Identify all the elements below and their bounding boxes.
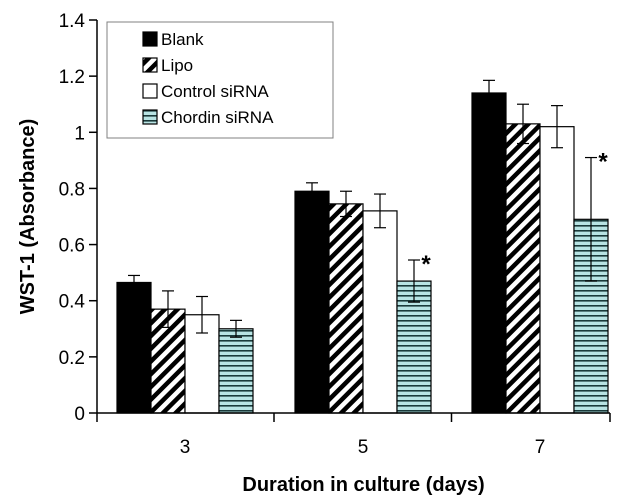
- y-tick-label: 1.2: [59, 67, 85, 88]
- legend-swatch-control-sirna: [142, 83, 158, 99]
- bar-chordin-sirna-day-3: [218, 328, 254, 414]
- y-tick-label: 0.4: [59, 292, 86, 313]
- error-bar: [196, 295, 208, 334]
- y-tick-label: 1.4: [59, 11, 86, 32]
- error-bar: [340, 190, 352, 218]
- bar-lipo-day-5: [328, 203, 364, 414]
- y-tick-label: 0.6: [59, 236, 85, 257]
- error-bar: [128, 274, 140, 291]
- bar-chordin-sirna-day-5: [396, 280, 432, 414]
- y-axis-title: WST-1 (Absorbance): [17, 119, 39, 315]
- error-bar: [517, 103, 529, 145]
- error-bar: [483, 79, 495, 107]
- bar-control-sirna-day-5: [362, 210, 398, 414]
- y-tick-label: 0.8: [59, 179, 85, 200]
- error-bar: [551, 105, 563, 149]
- legend-label: Blank: [161, 30, 204, 49]
- legend-swatch-blank: [142, 31, 158, 47]
- x-tick-label: 7: [535, 437, 546, 458]
- significance-marker: *: [421, 251, 431, 278]
- x-axis-title: Duration in culture (days): [242, 474, 484, 496]
- legend: Blank Lipo Control siRNA Chordin siRNA: [106, 21, 334, 139]
- error-bar: [230, 319, 242, 338]
- y-tick-label: 0.2: [59, 348, 85, 369]
- bar-blank-day-3: [116, 281, 152, 414]
- x-tick-label: 5: [358, 437, 369, 458]
- x-tick-label: 3: [180, 437, 191, 458]
- error-bar: [585, 156, 597, 282]
- y-tick-label: 0: [74, 404, 85, 425]
- legend-label: Control siRNA: [161, 82, 269, 101]
- bar-blank-day-7: [471, 92, 507, 414]
- y-tick-label: 1: [74, 123, 85, 144]
- error-bar: [306, 182, 318, 201]
- legend-label: Lipo: [161, 56, 193, 75]
- error-bar: [408, 259, 420, 303]
- y-axis-title-group: WST-1 (Absorbance): [17, 119, 39, 315]
- legend-label: Chordin siRNA: [161, 108, 274, 127]
- legend-swatch-chordin-sirna: [142, 109, 158, 125]
- significance-marker: *: [598, 149, 608, 176]
- legend-swatch-lipo: [142, 57, 158, 73]
- error-bar: [374, 193, 386, 229]
- bar-lipo-day-7: [505, 123, 541, 414]
- plot-area: * * 0 0.2 0.4 0.6 0.8 1 1.2 1.4 3 5 7: [59, 11, 611, 458]
- error-bar: [162, 290, 174, 328]
- bar-control-sirna-day-7: [539, 126, 575, 414]
- bar-blank-day-5: [294, 190, 330, 414]
